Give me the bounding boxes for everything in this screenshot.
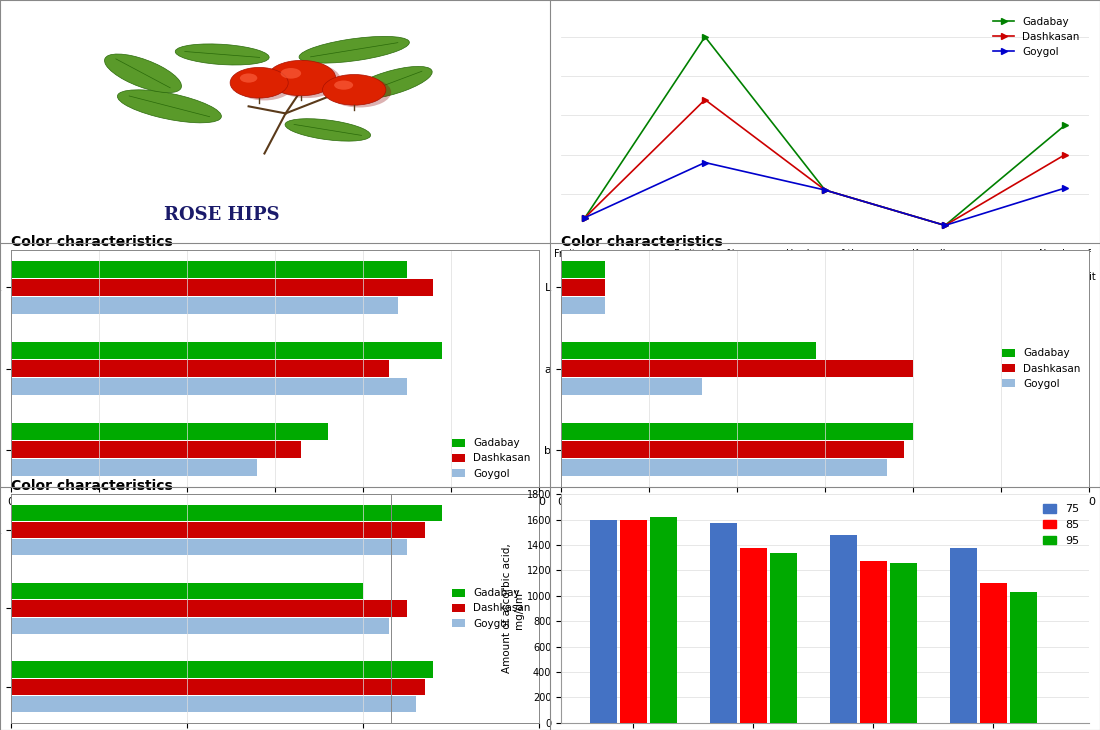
- Bar: [11, 261, 407, 278]
- Text: Color characteristics: Color characteristics: [11, 235, 173, 249]
- Ellipse shape: [273, 63, 341, 98]
- Ellipse shape: [280, 68, 301, 79]
- Bar: [11, 539, 407, 556]
- Gadabay: [938, 221, 952, 230]
- Goygol: [698, 158, 712, 167]
- Ellipse shape: [267, 61, 336, 96]
- Bar: [561, 261, 605, 278]
- Dashkasan: [1058, 150, 1071, 159]
- Ellipse shape: [230, 67, 288, 98]
- Bar: [619, 520, 647, 723]
- Y-axis label: Amount of ascorbic acid,
mg/dm³: Amount of ascorbic acid, mg/dm³: [503, 544, 524, 673]
- Ellipse shape: [235, 70, 294, 101]
- Bar: [561, 297, 605, 314]
- Ellipse shape: [322, 74, 386, 105]
- Bar: [829, 535, 857, 723]
- Bar: [770, 553, 796, 723]
- Bar: [11, 360, 389, 377]
- Dashkasan: [698, 96, 712, 104]
- Bar: [11, 342, 442, 359]
- Bar: [890, 563, 916, 723]
- Ellipse shape: [328, 77, 392, 107]
- Bar: [11, 583, 363, 599]
- Bar: [739, 548, 767, 723]
- Bar: [11, 297, 398, 314]
- Dashkasan: [579, 213, 592, 222]
- Bar: [561, 360, 913, 377]
- Bar: [590, 520, 616, 723]
- Goygol: [579, 213, 592, 222]
- Bar: [11, 279, 433, 296]
- Bar: [11, 696, 416, 712]
- Line: Gadabay: Gadabay: [582, 34, 1068, 228]
- Line: Goygol: Goygol: [582, 160, 1068, 228]
- Gadabay: [698, 32, 712, 41]
- Bar: [649, 517, 676, 723]
- Legend: Gadabay, Dashkasan, Goygol: Gadabay, Dashkasan, Goygol: [449, 435, 534, 482]
- Ellipse shape: [350, 66, 432, 99]
- Bar: [561, 279, 605, 296]
- Bar: [561, 423, 913, 440]
- Ellipse shape: [118, 90, 221, 123]
- X-axis label: Color prices: Color prices: [473, 512, 539, 522]
- Ellipse shape: [299, 36, 409, 63]
- Bar: [11, 522, 425, 538]
- Bar: [561, 459, 887, 476]
- Ellipse shape: [285, 119, 371, 141]
- Gadabay: [579, 213, 592, 222]
- Bar: [11, 459, 257, 476]
- Bar: [11, 661, 433, 678]
- Legend: Gadabay, Dashkasan, Goygol: Gadabay, Dashkasan, Goygol: [449, 585, 534, 631]
- Bar: [979, 583, 1006, 723]
- Text: Color characteristics: Color characteristics: [11, 479, 173, 493]
- Legend: 75, 85, 95: 75, 85, 95: [1038, 500, 1084, 550]
- Bar: [949, 548, 977, 723]
- Bar: [710, 523, 737, 723]
- Dashkasan: [818, 185, 832, 194]
- Bar: [11, 423, 328, 440]
- Goygol: [818, 185, 832, 194]
- Ellipse shape: [175, 44, 270, 65]
- Text: Color characteristics: Color characteristics: [561, 235, 723, 249]
- Bar: [11, 504, 442, 521]
- Bar: [561, 442, 904, 458]
- Ellipse shape: [240, 74, 257, 82]
- Bar: [11, 618, 389, 634]
- Legend: Gadabay, Dashkasan, Goygol: Gadabay, Dashkasan, Goygol: [989, 12, 1084, 61]
- Line: Dashkasan: Dashkasan: [582, 97, 1068, 228]
- Gadabay: [818, 185, 832, 194]
- Goygol: [1058, 184, 1071, 193]
- Text: ROSE HIPS: ROSE HIPS: [164, 206, 280, 224]
- Ellipse shape: [334, 80, 353, 90]
- Gadabay: [1058, 120, 1071, 129]
- Bar: [561, 378, 702, 395]
- Bar: [859, 561, 887, 723]
- Bar: [11, 600, 407, 617]
- Bar: [11, 378, 407, 395]
- Goygol: [938, 221, 952, 230]
- Bar: [1010, 592, 1036, 723]
- Legend: Gadabay, Dashkasan, Goygol: Gadabay, Dashkasan, Goygol: [999, 345, 1084, 392]
- Bar: [11, 442, 301, 458]
- X-axis label: Color prices: Color prices: [1023, 512, 1089, 522]
- Ellipse shape: [104, 54, 182, 93]
- Dashkasan: [938, 221, 952, 230]
- Bar: [11, 679, 425, 695]
- Bar: [561, 342, 816, 359]
